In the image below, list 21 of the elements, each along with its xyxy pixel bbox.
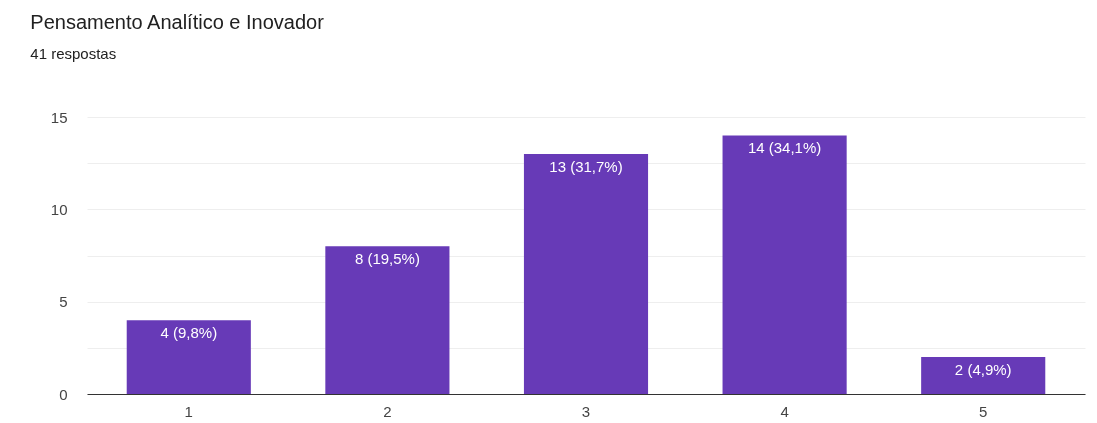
data-label: 13 (31,7%)	[549, 157, 623, 175]
data-label: 14 (34,1%)	[747, 139, 822, 157]
x-tick-label: 3	[581, 402, 591, 420]
data-label: 4 (9,8%)	[160, 324, 218, 342]
bar	[126, 320, 251, 394]
data-label: 8 (19,5%)	[354, 250, 420, 268]
x-tick-label: 4	[780, 402, 789, 420]
bar	[523, 153, 649, 394]
bar	[722, 135, 847, 394]
y-tick-label: 15	[50, 108, 68, 126]
y-tick-label: 5	[59, 293, 68, 311]
bar	[325, 246, 450, 394]
x-tick-label: 1	[184, 402, 193, 420]
data-label: 2 (4,9%)	[954, 361, 1012, 379]
y-tick-label: 0	[59, 385, 68, 403]
x-tick-label: 2	[383, 402, 392, 420]
chart-subtitle: 41 respostas	[30, 45, 117, 62]
x-tick-label: 5	[979, 402, 988, 420]
y-tick-label: 10	[50, 200, 68, 218]
bar	[921, 357, 1046, 394]
chart-title: Pensamento Analítico e Inovador	[30, 11, 325, 33]
